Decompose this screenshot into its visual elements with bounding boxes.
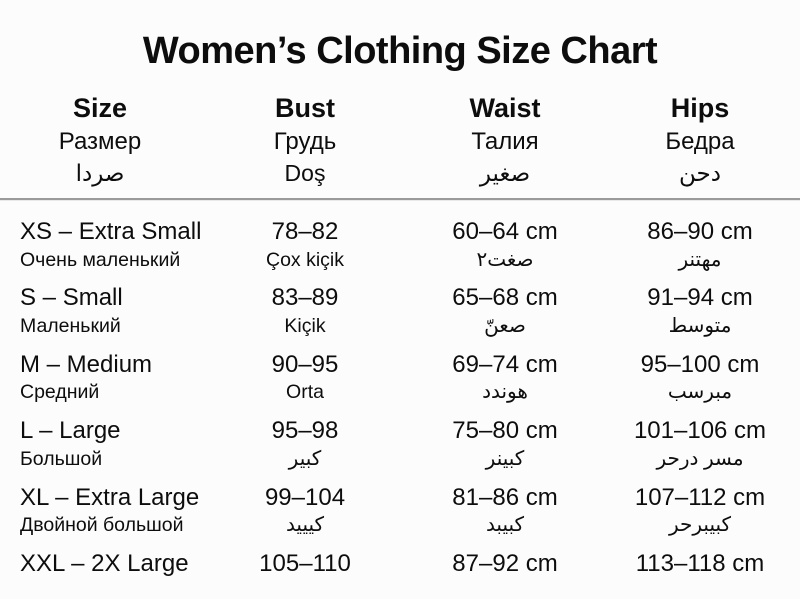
waist-value: 87–92 cm	[452, 549, 558, 577]
size-translation: Большой	[20, 447, 103, 470]
hips-translation: مهتنر	[678, 248, 722, 271]
hips-translation: مسر درحر	[656, 447, 744, 470]
table-row-xl: XL – Extra Large Двойной большой 99–104 …	[0, 478, 800, 544]
bust-translation: Orta	[286, 381, 324, 404]
bust-cell: 105–110	[200, 550, 410, 581]
table-row-xs: XS – Extra Small Очень маленький 78–82 Ç…	[0, 212, 800, 278]
bust-cell: 83–89 Kiçik	[200, 284, 410, 338]
bust-cell: 95–98 كبير	[200, 417, 410, 471]
header-bust-az: Doş	[284, 159, 326, 186]
header-waist-en: Waist	[469, 93, 541, 123]
hips-translation: مبرسب	[667, 381, 733, 404]
waist-cell: 60–64 cm صغت٢	[410, 218, 600, 272]
waist-cell: 81–86 cm كبيبد	[410, 484, 600, 538]
header-hips-ar: دحن	[679, 159, 721, 186]
hips-cell: 91–94 cm متوسط	[600, 284, 800, 338]
column-header-bust: Bust Грудь Doş	[200, 91, 410, 189]
size-table: Size Размер صردا Bust Грудь Doş Waist Та…	[0, 91, 800, 587]
hips-translation: متوسط	[668, 315, 732, 338]
hips-value: 101–106 cm	[633, 417, 767, 445]
waist-translation: كبيبد	[485, 514, 525, 537]
size-label: L – Large	[20, 417, 121, 445]
header-waist-ar: صغير	[479, 159, 531, 186]
size-translation: Очень маленький	[20, 248, 181, 271]
bust-value: 99–104	[264, 483, 346, 511]
waist-translation: صعنّ	[484, 315, 526, 338]
table-row-s: S – Small Маленький 83–89 Kiçik 65–68 cm…	[0, 278, 800, 344]
table-row-l: L – Large Большой 95–98 كبير 75–80 cm كب…	[0, 411, 800, 477]
hips-cell: 86–90 cm مهتنر	[600, 218, 800, 272]
size-label: XL – Extra Large	[20, 483, 200, 511]
waist-cell: 65–68 cm صعنّ	[410, 284, 600, 338]
waist-value: 65–68 cm	[452, 284, 558, 312]
header-hips-en: Hips	[670, 93, 730, 123]
table-row-m: M – Medium Средний 90–95 Orta 69–74 cm ه…	[0, 345, 800, 411]
waist-value: 75–80 cm	[452, 417, 558, 445]
size-label: XS – Extra Small	[20, 217, 202, 245]
bust-cell: 90–95 Orta	[200, 351, 410, 405]
column-header-hips: Hips Бедра دحن	[600, 91, 800, 189]
size-translation: Средний	[20, 381, 100, 404]
hips-cell: 95–100 cm مبرسب	[600, 351, 800, 405]
hips-value: 107–112 cm	[634, 483, 766, 511]
size-cell: L – Large Большой	[0, 417, 200, 471]
table-header: Size Размер صردا Bust Грудь Doş Waist Та…	[0, 91, 800, 189]
waist-translation: كبينر	[485, 447, 525, 470]
header-divider	[0, 197, 800, 201]
waist-translation: هوندد	[482, 381, 528, 404]
bust-cell: 99–104 كيييد	[200, 484, 410, 538]
waist-cell: 75–80 cm كبينر	[410, 417, 600, 471]
header-size-ar: صردا	[75, 159, 125, 186]
size-cell: XXL – 2X Large	[0, 550, 200, 581]
bust-translation: Kiçik	[284, 315, 326, 338]
header-hips-ru: Бедра	[665, 128, 735, 156]
column-header-waist: Waist Талия صغير	[410, 91, 600, 189]
hips-value: 91–94 cm	[647, 284, 753, 312]
bust-cell: 78–82 Çox kiçik	[200, 218, 410, 272]
waist-value: 69–74 cm	[452, 350, 558, 378]
size-cell: XL – Extra Large Двойной большой	[0, 484, 200, 538]
waist-cell: 69–74 cm هوندد	[410, 351, 600, 405]
bust-translation: كيييد	[285, 514, 325, 537]
size-cell: S – Small Маленький	[0, 284, 200, 338]
size-translation: Маленький	[20, 315, 121, 338]
hips-value: 86–90 cm	[647, 217, 753, 245]
table-row-xxl: XXL – 2X Large 105–110 87–92 cm 113–118 …	[0, 544, 800, 587]
waist-value: 60–64 cm	[452, 217, 558, 245]
header-waist-ru: Талия	[471, 128, 539, 156]
hips-value: 95–100 cm	[640, 350, 760, 378]
header-size-ru: Размер	[58, 128, 142, 156]
hips-value: 113–118 cm	[635, 549, 765, 577]
hips-cell: 107–112 cm كبيبرحر	[600, 484, 800, 538]
column-header-size: Size Размер صردا	[0, 91, 200, 189]
bust-translation: كبير	[288, 447, 322, 470]
size-cell: M – Medium Средний	[0, 351, 200, 405]
hips-cell: 101–106 cm مسر درحر	[600, 417, 800, 471]
header-bust-en: Bust	[275, 93, 335, 123]
size-cell: XS – Extra Small Очень маленький	[0, 217, 202, 272]
size-translation: Двойной большой	[20, 514, 184, 537]
size-label: S – Small	[20, 284, 123, 312]
bust-value: 78–82	[271, 217, 339, 245]
bust-translation: Çox kiçik	[265, 248, 344, 271]
hips-cell: 113–118 cm	[600, 550, 800, 581]
size-label: XXL – 2X Large	[20, 549, 189, 577]
hips-translation: كبيبرحر	[668, 514, 732, 537]
header-size-en: Size	[72, 93, 128, 123]
waist-value: 81–86 cm	[452, 483, 558, 511]
bust-value: 95–98	[271, 417, 339, 445]
size-label: M – Medium	[20, 350, 153, 378]
bust-value: 90–95	[271, 350, 339, 378]
waist-translation: صغت٢	[476, 248, 534, 271]
header-bust-ru: Грудь	[273, 128, 337, 156]
bust-value: 83–89	[271, 284, 339, 312]
table-body: XS – Extra Small Очень маленький 78–82 Ç…	[0, 212, 800, 587]
waist-cell: 87–92 cm	[410, 550, 600, 581]
bust-value: 105–110	[259, 549, 351, 577]
page-title: Women’s Clothing Size Chart	[142, 30, 658, 72]
